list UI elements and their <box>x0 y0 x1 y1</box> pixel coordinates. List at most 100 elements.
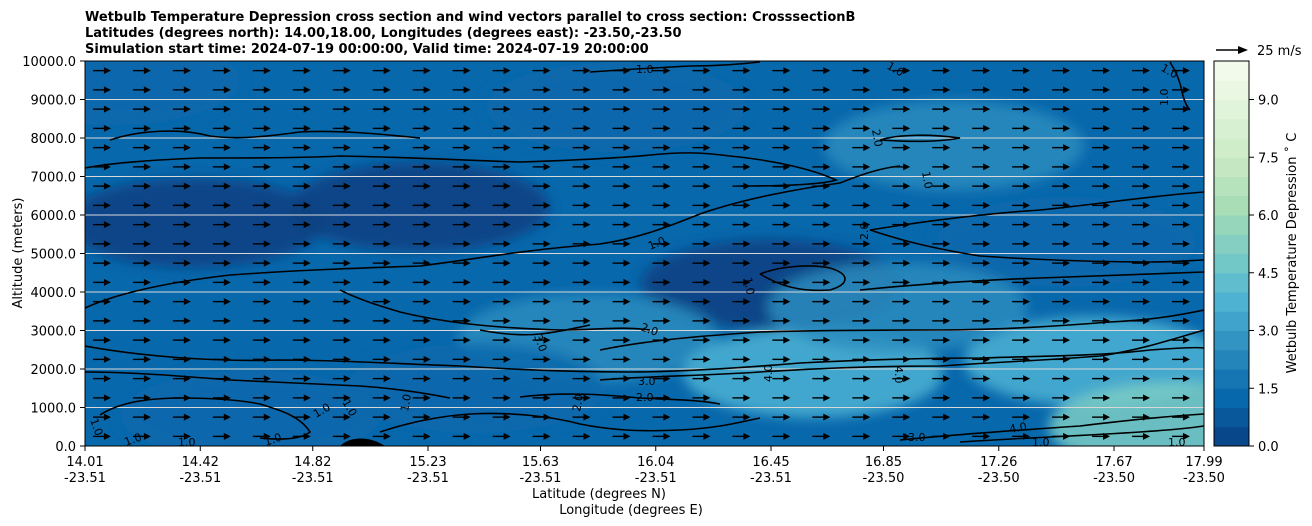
wind-arrow <box>532 240 551 248</box>
colorbar-band <box>1214 234 1249 254</box>
wind-arrow <box>292 336 311 344</box>
wind-arrow <box>212 67 231 75</box>
wind-arrow <box>1092 336 1111 344</box>
wind-arrow <box>892 317 911 325</box>
colorbar-band <box>1214 369 1249 389</box>
wind-arrow <box>372 240 391 248</box>
contour-label: 1.0 <box>123 431 144 449</box>
wind-arrow <box>932 278 951 286</box>
colorbar-band <box>1214 80 1249 100</box>
wind-arrow <box>1172 124 1190 132</box>
wind-arrow <box>1092 67 1111 75</box>
wind-arrow <box>812 67 831 75</box>
wind-arrow <box>292 259 311 267</box>
y-tick-label: 5000.0 <box>31 248 77 263</box>
wind-arrow <box>572 182 591 190</box>
colorbar-tick-label: 0.0 <box>1258 440 1279 455</box>
wind-arrow <box>692 278 711 286</box>
wind-arrow <box>732 144 751 152</box>
wind-arrow <box>692 105 711 113</box>
wind-arrow <box>332 375 351 383</box>
wind-arrow <box>972 144 991 152</box>
wind-arrow <box>172 259 191 267</box>
wind-arrow <box>292 317 311 325</box>
wind-arrow <box>1012 201 1031 209</box>
wind-arrow <box>1012 259 1031 267</box>
wind-arrow <box>1172 221 1190 229</box>
wind-arrow <box>252 221 271 229</box>
wind-arrow <box>1092 86 1111 94</box>
x-axis-label-latitude: Latitude (degrees N) <box>532 487 666 502</box>
x-tick-label-longitude: -23.51 <box>520 471 562 486</box>
wind-arrow <box>692 144 711 152</box>
wind-arrow <box>732 375 751 383</box>
wind-arrow <box>452 163 471 171</box>
x-tick-label-longitude: -23.51 <box>179 471 221 486</box>
wind-arrow <box>372 394 391 402</box>
wind-arrow <box>572 259 591 267</box>
wind-arrow <box>1172 298 1190 306</box>
wind-arrow <box>1132 240 1150 248</box>
wind-arrow <box>1132 221 1150 229</box>
colorbar-tick-label: 4.5 <box>1258 267 1279 282</box>
wind-arrow <box>812 375 831 383</box>
wind-arrow <box>972 317 991 325</box>
wind-arrow <box>692 163 711 171</box>
wind-arrow <box>612 259 631 267</box>
wind-arrow <box>612 317 631 325</box>
wind-arrow <box>532 201 551 209</box>
wind-arrow <box>372 221 391 229</box>
wind-arrow <box>892 259 911 267</box>
quiver-key-arrowhead <box>1238 46 1248 54</box>
wind-arrow <box>572 221 591 229</box>
wind-arrow <box>492 240 511 248</box>
wind-arrow <box>812 144 831 152</box>
contour-line <box>869 229 1204 263</box>
wind-arrow <box>572 86 591 94</box>
wind-arrow <box>612 355 631 363</box>
colorbar-label: Wetbulb Temperature Depression ˚ C <box>1284 133 1300 374</box>
x-tick-label-latitude: 14.01 <box>66 455 103 470</box>
contour-label: 4.0 <box>1008 420 1027 436</box>
wind-arrow <box>1052 298 1071 306</box>
wind-arrow <box>812 317 831 325</box>
wind-arrow <box>452 86 471 94</box>
wind-arrow <box>412 86 431 94</box>
field-patch <box>85 61 241 126</box>
wind-arrow <box>532 375 551 383</box>
y-axis-label: Altitude (meters) <box>11 198 26 309</box>
wind-arrow <box>1132 336 1150 344</box>
wind-arrow <box>212 394 231 402</box>
wind-arrow <box>892 394 911 402</box>
wind-arrow <box>1172 163 1190 171</box>
wind-arrow <box>932 182 951 190</box>
wind-arrow <box>932 86 951 94</box>
field-patch <box>289 162 550 253</box>
wind-arrow <box>92 67 111 75</box>
y-tick-label: 0.0 <box>55 440 76 455</box>
wind-arrow <box>212 432 231 440</box>
wind-arrow <box>292 163 311 171</box>
wind-arrow <box>292 201 311 209</box>
wind-arrow <box>652 240 671 248</box>
wind-arrow <box>412 298 431 306</box>
wind-arrow <box>252 124 271 132</box>
wind-arrow <box>852 317 871 325</box>
wind-arrow <box>252 259 271 267</box>
contour-label: 3.0 <box>908 431 926 444</box>
wind-arrow <box>292 413 311 421</box>
wind-arrow <box>172 201 191 209</box>
wind-arrow <box>372 375 391 383</box>
wind-arrow <box>92 355 111 363</box>
wind-arrow <box>612 413 631 421</box>
wind-arrow <box>212 413 231 421</box>
x-tick-label-longitude: -23.51 <box>64 471 106 486</box>
wind-arrow <box>652 394 671 402</box>
wind-arrow <box>412 394 431 402</box>
wind-arrow <box>372 67 391 75</box>
colorbar-band <box>1214 292 1249 312</box>
contour-label: 1.0 <box>178 436 196 449</box>
wind-arrow <box>332 86 351 94</box>
contour-line <box>879 134 961 143</box>
wind-arrow <box>852 394 871 402</box>
